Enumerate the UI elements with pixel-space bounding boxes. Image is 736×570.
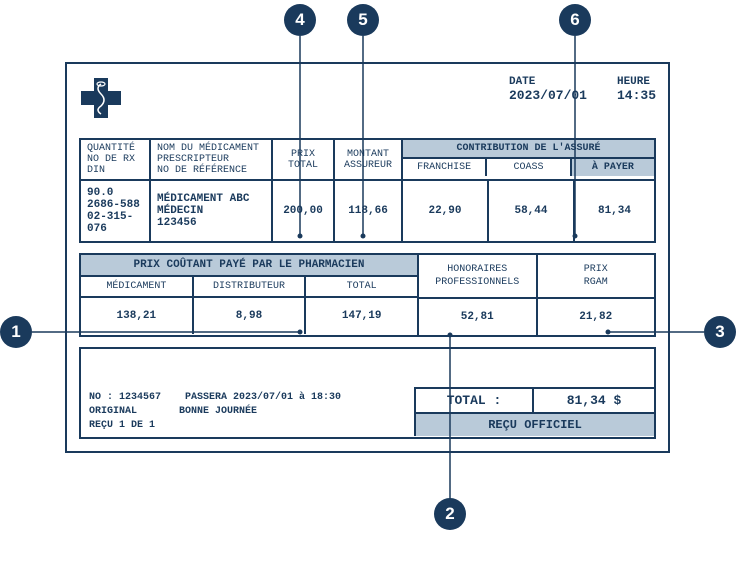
total-value: 81,34 $ — [534, 389, 654, 412]
pharmacy-logo-icon — [79, 76, 123, 120]
time-label: HEURE — [617, 76, 656, 88]
badge-3: 3 — [704, 316, 736, 348]
col-header-med: NOM DU MÉDICAMENT PRESCRIPTEUR NO DE RÉF… — [151, 140, 273, 179]
sub-franchise: FRANCHISE — [403, 159, 487, 176]
hono-header: HONORAIRES PROFESSIONNELS — [419, 255, 536, 299]
val-cost-total: 147,19 — [306, 298, 417, 334]
rgam-header: PRIX RGAM — [538, 255, 655, 299]
badge-2: 2 — [434, 498, 466, 530]
col-header-prix: PRIX TOTAL — [273, 140, 335, 179]
date-value: 2023/07/01 — [509, 88, 587, 103]
section-medication: QUANTITÉ NO DE RX DIN NOM DU MÉDICAMENT … — [79, 138, 656, 243]
col-header-qty: QUANTITÉ NO DE RX DIN — [81, 140, 151, 179]
footer-text: NO : 1234567 PASSERA 2023/07/01 à 18:30 … — [81, 387, 414, 437]
val-franchise: 22,90 — [403, 181, 489, 241]
sub-apayer: À PAYER — [572, 159, 654, 176]
cost-header: PRIX COÛTANT PAYÉ PAR LE PHARMACIEN — [81, 255, 417, 277]
sub-distributeur: DISTRIBUTEUR — [194, 277, 307, 296]
time-value: 14:35 — [617, 88, 656, 103]
val-med: MÉDICAMENT ABC MÉDECIN 123456 — [151, 181, 273, 241]
sub-medicament: MÉDICAMENT — [81, 277, 194, 296]
badge-6: 6 — [559, 4, 591, 36]
badge-1: 1 — [0, 316, 32, 348]
val-cost-med: 138,21 — [81, 298, 194, 334]
col-header-montant: MONTANT ASSUREUR — [335, 140, 403, 179]
receipt-container: DATE 2023/07/01 HEURE 14:35 QUANTITÉ NO … — [65, 62, 670, 453]
val-coass: 58,44 — [489, 181, 575, 241]
date-time-block: DATE 2023/07/01 HEURE 14:35 — [509, 76, 656, 103]
receipt-header: DATE 2023/07/01 HEURE 14:35 — [79, 76, 656, 120]
val-apayer: 81,34 — [575, 181, 654, 241]
sub-total: TOTAL — [306, 277, 417, 296]
section-footer: NO : 1234567 PASSERA 2023/07/01 à 18:30 … — [79, 347, 656, 439]
section-cost: PRIX COÛTANT PAYÉ PAR LE PHARMACIEN MÉDI… — [79, 253, 656, 337]
val-hono: 52,81 — [419, 299, 536, 335]
recu-officiel: REÇU OFFICIEL — [414, 414, 654, 436]
total-label: TOTAL : — [416, 389, 534, 412]
val-rgam: 21,82 — [538, 299, 655, 335]
badge-4: 4 — [284, 4, 316, 36]
val-cost-dist: 8,98 — [194, 298, 307, 334]
val-qty: 90.0 2686-588 02-315-076 — [81, 181, 151, 241]
date-label: DATE — [509, 76, 587, 88]
sub-coass: COASS — [487, 159, 571, 176]
col-header-contribution: CONTRIBUTION DE L'ASSURÉ FRANCHISE COASS… — [403, 140, 654, 179]
badge-5: 5 — [347, 4, 379, 36]
val-montant: 118,66 — [335, 181, 403, 241]
val-prix: 200,00 — [273, 181, 335, 241]
